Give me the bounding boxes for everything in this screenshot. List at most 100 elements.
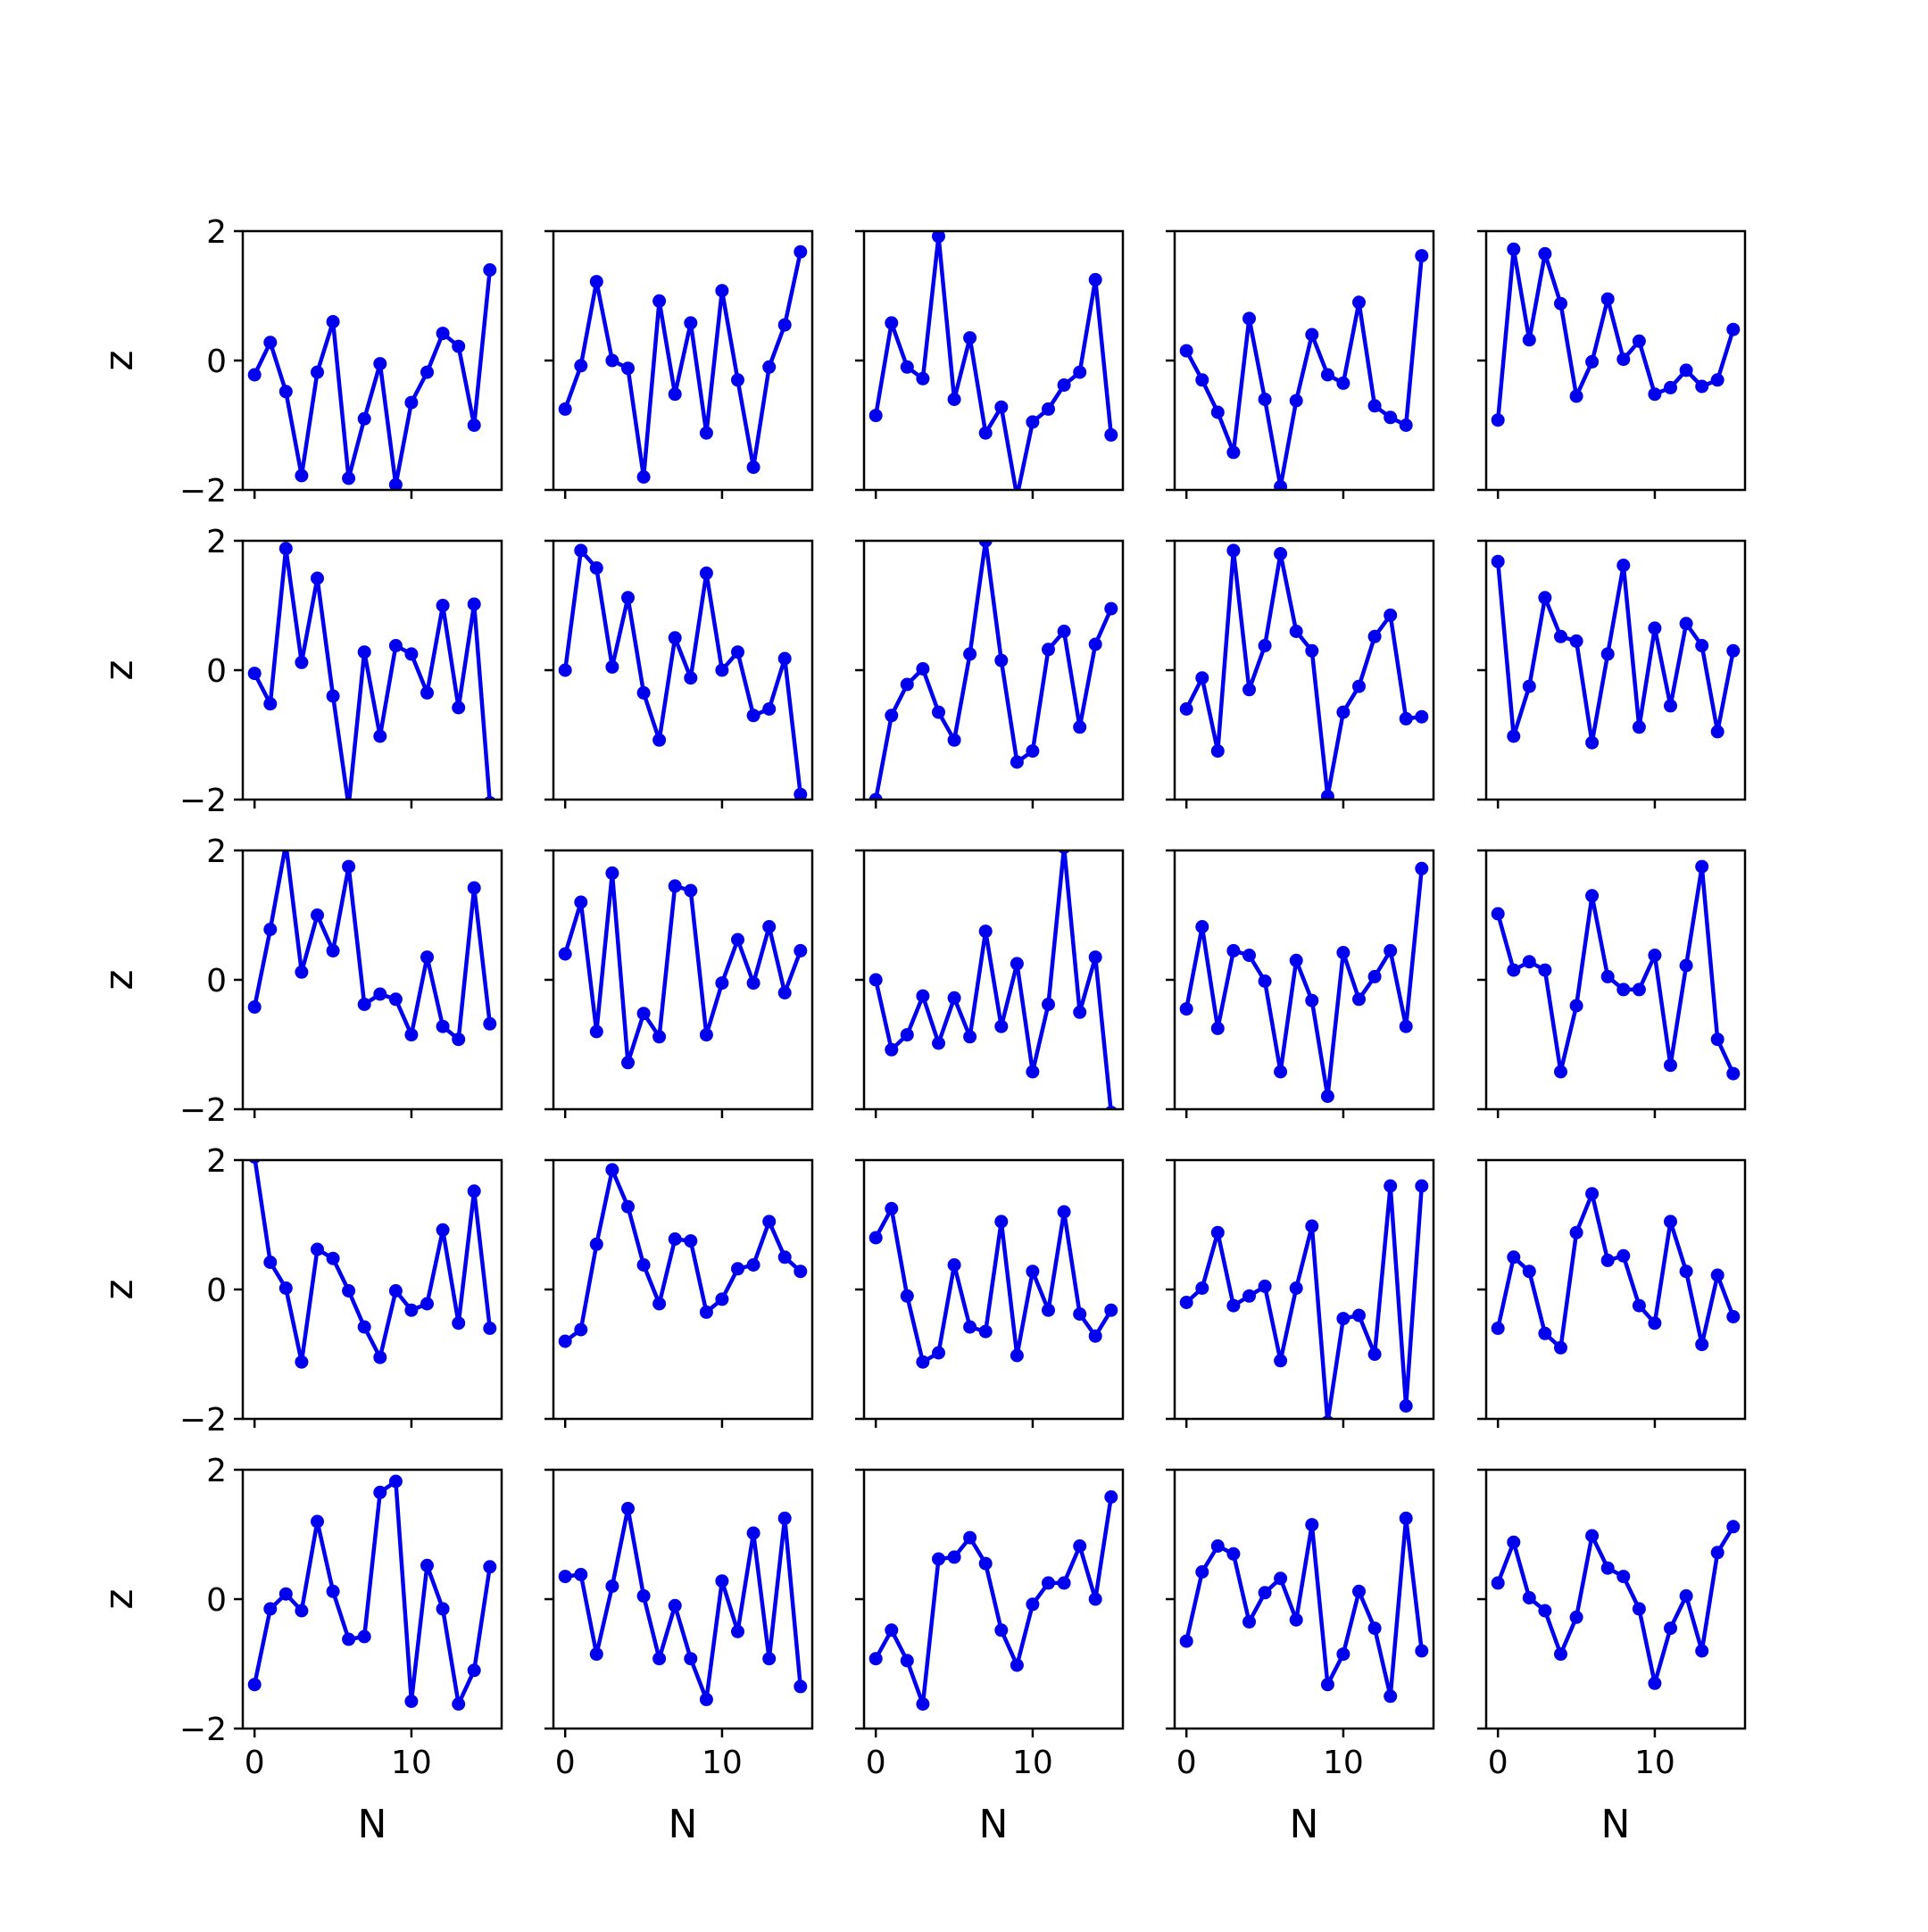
data-point (483, 1560, 497, 1574)
y-axis-label: z (96, 659, 142, 680)
data-point (916, 371, 930, 386)
panel-5-4: 0 10N (1166, 1468, 1435, 1847)
series-line (563, 871, 802, 1066)
series-group (868, 541, 1118, 800)
y-axis-label: z (96, 350, 142, 370)
data-point (326, 689, 340, 703)
data-point (1538, 1604, 1552, 1618)
x-tick-label: 10 (1634, 1745, 1675, 1781)
data-point (1384, 410, 1398, 425)
data-point (558, 663, 572, 677)
data-point (1384, 1689, 1398, 1704)
data-point (1289, 953, 1303, 967)
data-point (947, 1550, 961, 1564)
data-point (404, 647, 419, 661)
data-point (1710, 373, 1724, 387)
data-point (1305, 1219, 1319, 1233)
data-point (467, 881, 481, 895)
data-point (1015, 489, 1019, 490)
data-point (916, 1697, 930, 1711)
data-point (284, 850, 288, 851)
data-point (388, 992, 403, 1007)
data-point (1710, 1546, 1724, 1560)
data-point (900, 360, 914, 374)
data-point (978, 426, 993, 440)
data-point (1336, 1647, 1350, 1662)
data-point (605, 1163, 619, 1177)
data-point (1648, 1676, 1662, 1690)
data-point (558, 402, 572, 416)
data-point (1726, 1520, 1741, 1534)
data-point (1522, 333, 1536, 347)
y-axis-label: z (96, 969, 142, 990)
data-point (1726, 1066, 1741, 1081)
data-point (1585, 889, 1600, 903)
data-point (1491, 413, 1505, 427)
data-point (311, 908, 324, 922)
data-point (1289, 394, 1303, 408)
panel-4-5 (1477, 1158, 1747, 1428)
y-tick-label: 0 (206, 1582, 227, 1619)
data-point (932, 705, 945, 719)
data-point (1415, 249, 1429, 263)
data-point (1415, 1179, 1429, 1193)
data-point (1491, 1576, 1505, 1590)
data-point (373, 1350, 387, 1364)
data-point (326, 315, 340, 328)
data-point (247, 1678, 262, 1692)
plot-frame (552, 539, 814, 801)
data-point (1399, 1019, 1413, 1033)
data-point (715, 1574, 729, 1588)
data-point (1104, 1303, 1118, 1317)
panel-1-2 (544, 229, 814, 499)
data-point (404, 395, 419, 410)
data-point (1073, 1005, 1087, 1019)
data-point (1632, 1298, 1646, 1313)
panel-1-5 (1477, 229, 1747, 499)
data-point (699, 566, 713, 580)
data-point (278, 1587, 293, 1601)
data-point (1726, 643, 1741, 658)
data-point (1226, 1298, 1241, 1313)
data-point (1042, 643, 1055, 657)
data-point (1242, 1289, 1256, 1303)
data-point (978, 1556, 993, 1571)
data-point (777, 651, 792, 666)
data-point (342, 1284, 356, 1298)
data-point (1554, 1065, 1567, 1079)
data-point (978, 925, 993, 939)
data-point (1367, 399, 1382, 413)
data-point (885, 1201, 899, 1215)
data-point (1195, 373, 1209, 387)
x-tick-label: 10 (702, 1745, 743, 1781)
data-point (1600, 292, 1615, 306)
data-point (436, 1602, 450, 1616)
data-point (1010, 1658, 1024, 1672)
series-line (874, 1497, 1114, 1706)
data-point (342, 471, 356, 485)
data-point (746, 709, 760, 723)
x-axis-label: N (358, 1802, 387, 1847)
data-point (1367, 1347, 1382, 1361)
panel-4-3 (855, 1158, 1125, 1428)
data-point (684, 671, 698, 685)
data-point (357, 998, 371, 1011)
data-point (263, 923, 278, 936)
data-point (1507, 242, 1521, 256)
data-point (404, 1695, 419, 1708)
data-point (311, 365, 324, 379)
data-point (1305, 643, 1319, 658)
data-point (1258, 393, 1272, 406)
series-group (558, 543, 808, 800)
data-point (1507, 1535, 1521, 1549)
data-point (467, 419, 481, 432)
data-point (452, 1316, 466, 1331)
panel-2-4 (1166, 539, 1435, 808)
series-line (1184, 255, 1425, 489)
data-point (388, 477, 403, 490)
data-point (247, 368, 262, 382)
series-line (874, 1206, 1113, 1364)
y-axis-label: z (96, 1279, 142, 1299)
data-point (947, 393, 961, 406)
data-point (1522, 1265, 1536, 1279)
